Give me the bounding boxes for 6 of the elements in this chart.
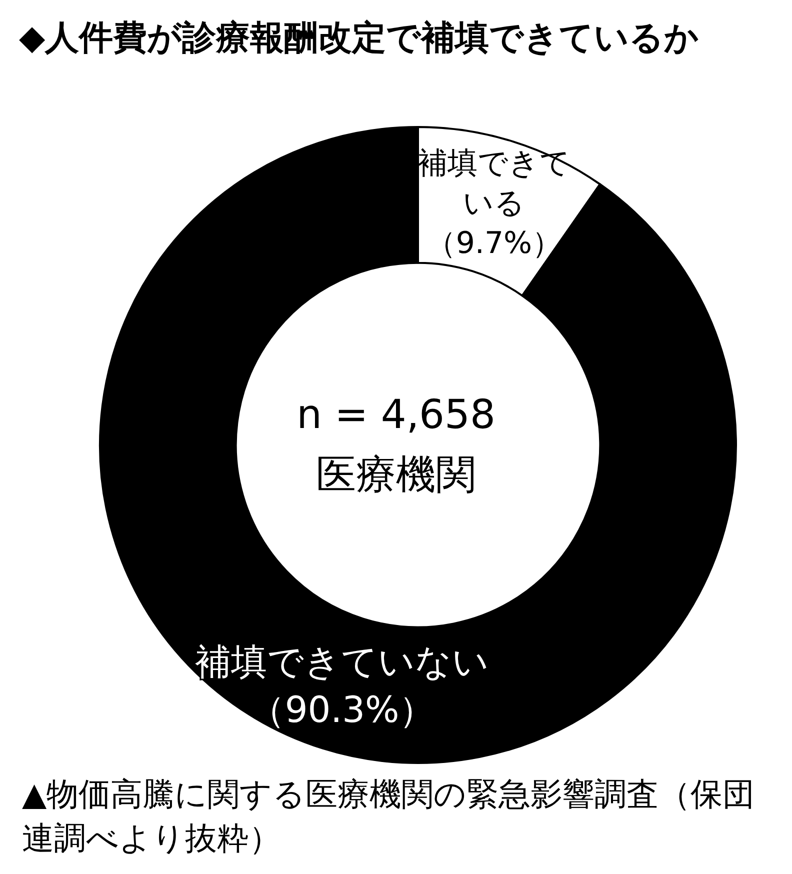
text: n = 4,658 医療機関 bbox=[296, 392, 496, 498]
slice-label: 補填できていない bbox=[195, 642, 490, 683]
text: ▲物価高騰に関する医療機関の緊急影響調査（保団連調べより抜粋） bbox=[22, 775, 755, 857]
chart-title: ◆人件費が診療報酬改定で補填できているか bbox=[19, 18, 700, 58]
data-label: （90.3%） bbox=[248, 690, 436, 731]
data-label: （9.7%） bbox=[426, 226, 562, 262]
